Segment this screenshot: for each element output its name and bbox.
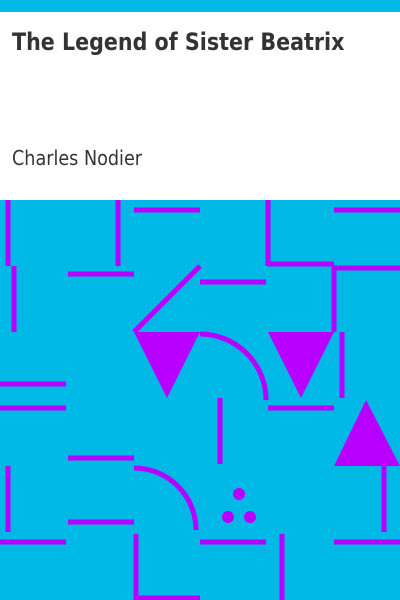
pattern-arc	[199, 331, 269, 401]
book-author: Charles Nodier	[12, 146, 143, 170]
pattern-triangle-down	[268, 332, 334, 398]
top-accent-bar	[0, 0, 400, 12]
pattern-dot	[244, 511, 256, 523]
pattern-dot	[233, 488, 245, 500]
book-title: The Legend of Sister Beatrix	[12, 28, 345, 56]
pattern-triangle-up	[334, 400, 400, 466]
pattern-arc	[133, 465, 199, 531]
pattern-dot	[222, 511, 234, 523]
pattern-triangle-down	[134, 332, 200, 398]
cover-pattern	[0, 200, 400, 600]
pattern-line	[132, 264, 202, 334]
